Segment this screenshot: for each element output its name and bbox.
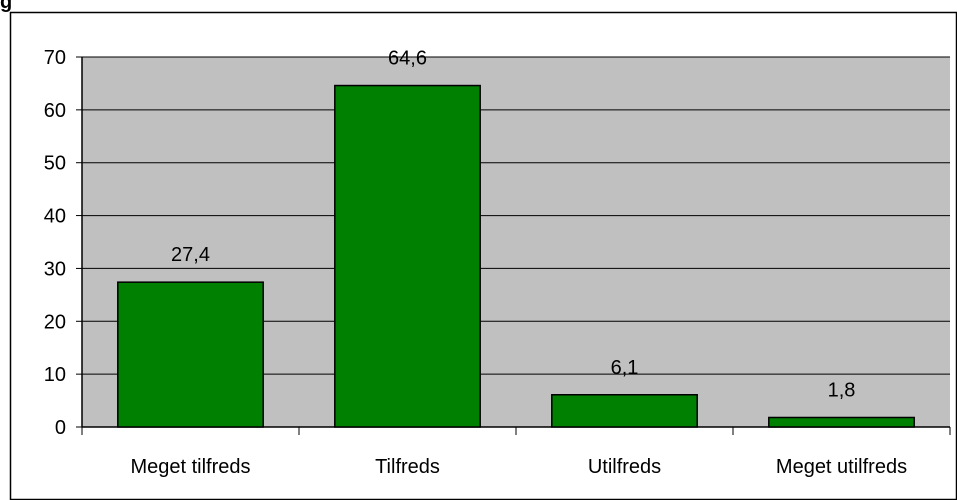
x-tick-label: Meget tilfreds [130, 456, 250, 478]
x-tick-label: Meget utilfreds [776, 456, 907, 478]
y-tick-label: 60 [44, 100, 66, 122]
bar [334, 84, 481, 428]
y-tick-label: 50 [44, 153, 66, 175]
y-tick-label: 30 [44, 258, 66, 280]
y-tick-label: 40 [44, 206, 66, 228]
value-label: 6,1 [611, 357, 639, 379]
bar [768, 416, 915, 428]
value-label: 27,4 [171, 244, 210, 266]
value-label: 1,8 [828, 379, 856, 401]
bar [551, 394, 698, 428]
x-tick-label: Utilfreds [588, 456, 661, 478]
y-tick-label: 0 [55, 417, 66, 439]
y-tick-label: 10 [44, 364, 66, 386]
x-tick-label: Tilfreds [375, 456, 440, 478]
chart-title: g [0, 0, 12, 13]
y-tick-label: 70 [44, 47, 66, 69]
y-tick-label: 20 [44, 311, 66, 333]
value-label: 64,6 [388, 48, 427, 70]
bar [117, 281, 264, 428]
